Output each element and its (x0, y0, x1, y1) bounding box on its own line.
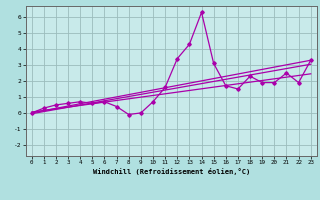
X-axis label: Windchill (Refroidissement éolien,°C): Windchill (Refroidissement éolien,°C) (92, 168, 250, 175)
